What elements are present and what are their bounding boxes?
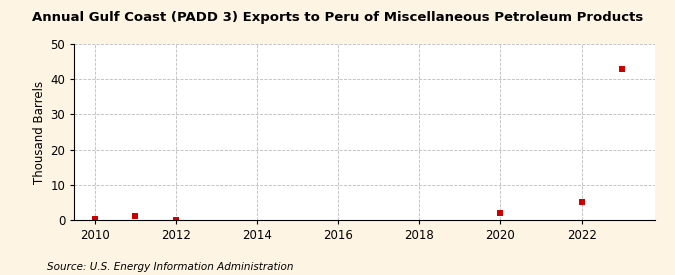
- Y-axis label: Thousand Barrels: Thousand Barrels: [33, 80, 46, 184]
- Text: Annual Gulf Coast (PADD 3) Exports to Peru of Miscellaneous Petroleum Products: Annual Gulf Coast (PADD 3) Exports to Pe…: [32, 11, 643, 24]
- Text: Source: U.S. Energy Information Administration: Source: U.S. Energy Information Administ…: [47, 262, 294, 272]
